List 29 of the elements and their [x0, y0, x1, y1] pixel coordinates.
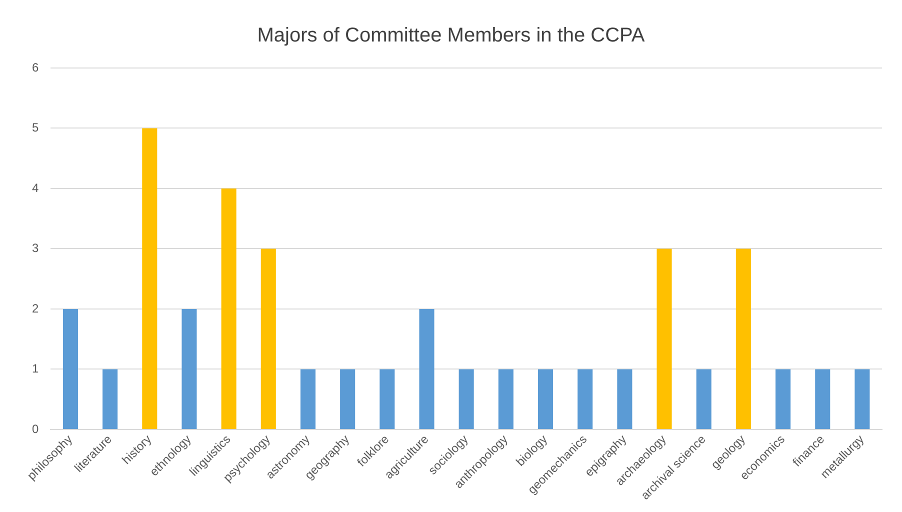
bar	[815, 369, 830, 429]
bar	[340, 369, 356, 429]
y-tick-label: 6	[32, 60, 39, 74]
y-tick-label: 2	[32, 301, 39, 316]
bar	[142, 128, 158, 429]
bar	[300, 369, 316, 429]
bar	[221, 188, 236, 429]
bar	[854, 369, 870, 429]
bar	[182, 308, 197, 429]
bar	[538, 369, 554, 429]
y-tick-label: 5	[32, 120, 39, 135]
bar	[102, 369, 118, 429]
bar	[419, 308, 434, 429]
bar	[380, 369, 395, 429]
bar	[458, 369, 474, 429]
bar	[736, 248, 751, 429]
bar	[498, 369, 514, 429]
bar	[696, 369, 712, 429]
bar	[617, 369, 632, 429]
y-tick-label: 3	[32, 241, 39, 256]
y-tick-label: 4	[32, 180, 39, 195]
bar	[578, 369, 593, 429]
bar	[260, 248, 276, 429]
bar	[62, 308, 78, 429]
bar	[776, 369, 791, 429]
y-tick-label: 0	[32, 422, 39, 436]
bar	[656, 248, 672, 429]
y-tick-label: 1	[32, 362, 39, 376]
chart-title: Majors of Committee Members in the CCPA	[257, 24, 646, 47]
